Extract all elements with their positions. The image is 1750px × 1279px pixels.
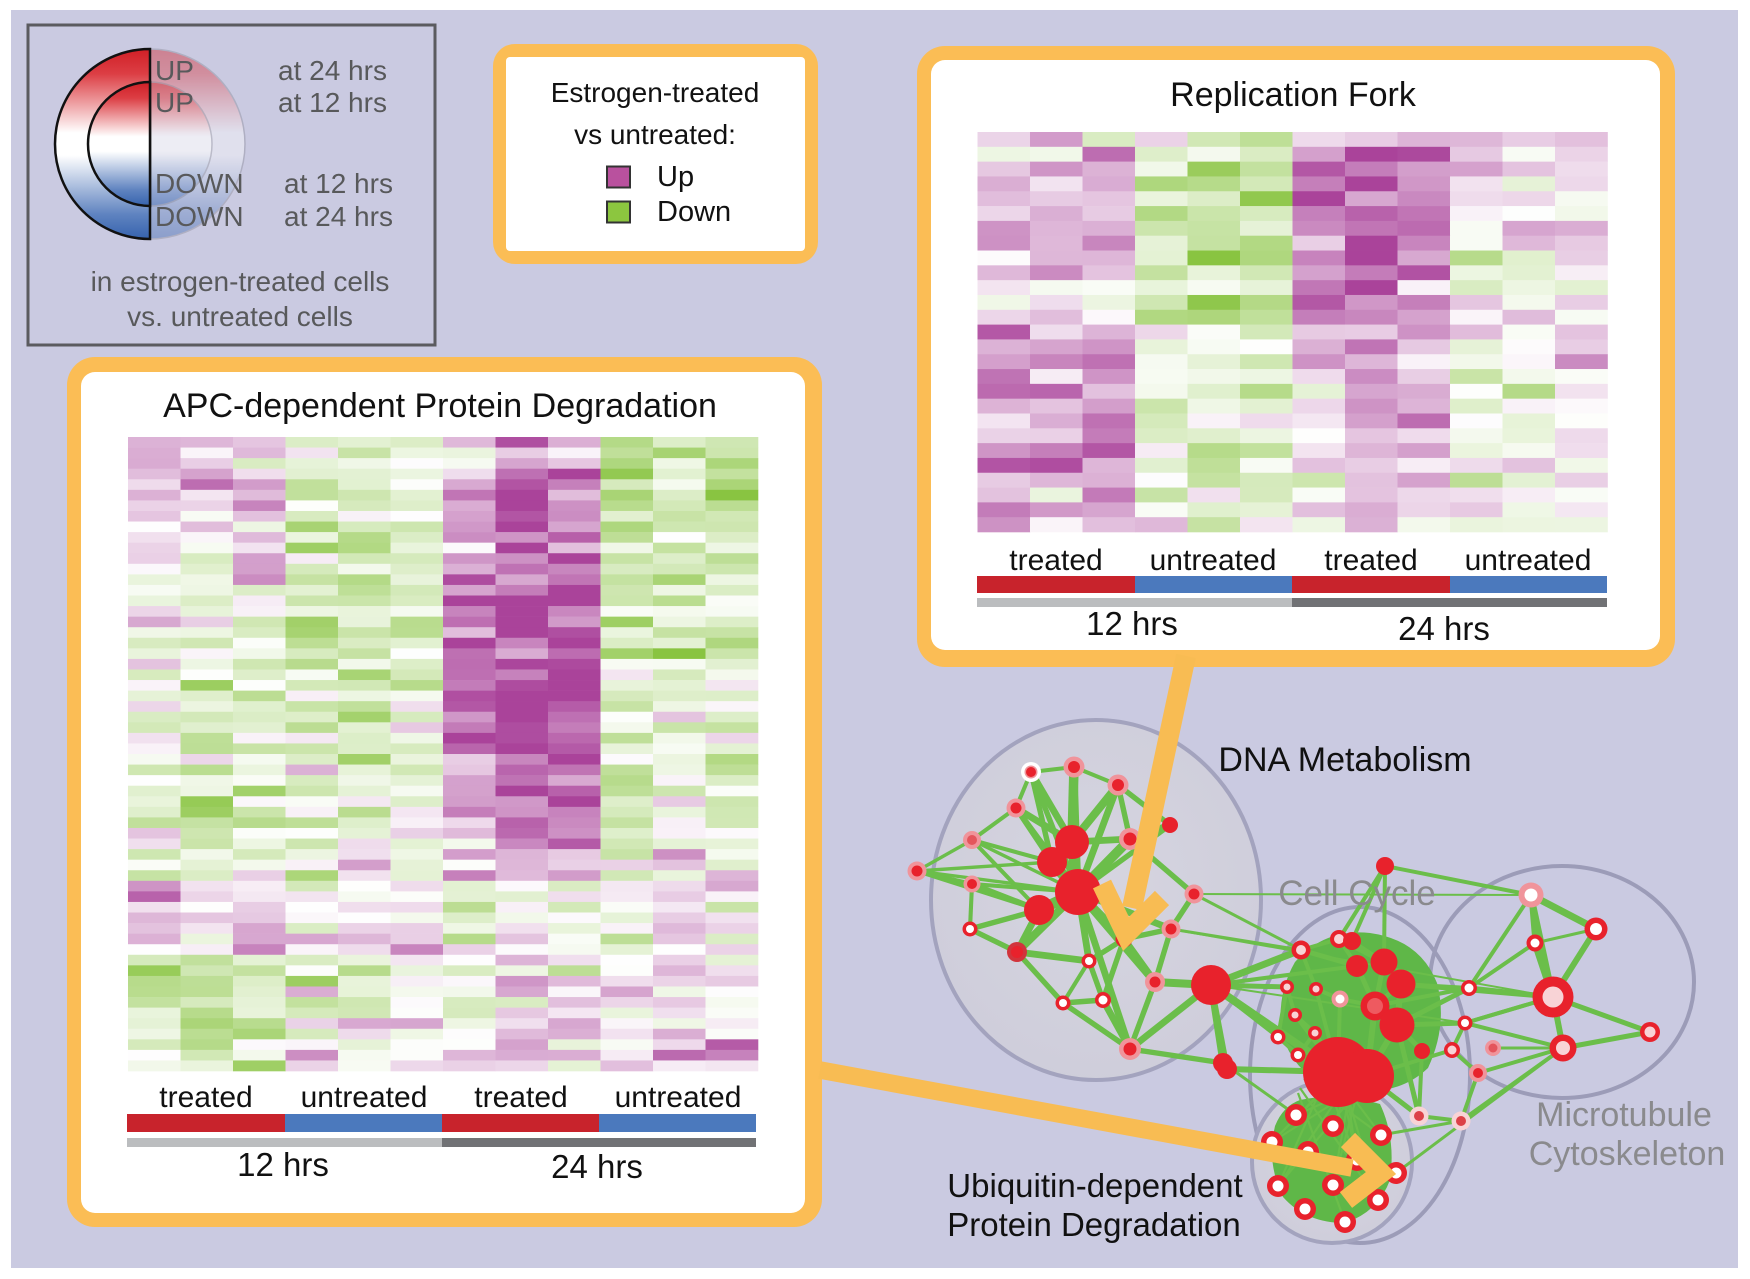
svg-text:at 12 hrs: at 12 hrs [284,168,393,199]
svg-text:untreated: untreated [1465,544,1592,577]
svg-text:untreated: untreated [301,1081,428,1114]
svg-text:DOWN: DOWN [155,168,244,199]
svg-text:DNA Metabolism: DNA Metabolism [1218,741,1471,779]
svg-text:in estrogen-treated cells: in estrogen-treated cells [91,266,390,297]
svg-text:treated: treated [474,1081,567,1114]
svg-text:Ubiquitin-dependent: Ubiquitin-dependent [947,1167,1242,1204]
svg-text:untreated: untreated [615,1081,742,1114]
svg-text:24 hrs: 24 hrs [1398,610,1490,647]
svg-text:Estrogen-treated: Estrogen-treated [551,77,760,108]
svg-text:treated: treated [159,1081,252,1114]
svg-text:APC-dependent Protein Degradat: APC-dependent Protein Degradation [163,387,717,425]
svg-text:at 24 hrs: at 24 hrs [284,201,393,232]
svg-text:Down: Down [657,196,731,228]
svg-text:Microtubule: Microtubule [1536,1096,1712,1134]
svg-text:Cytoskeleton: Cytoskeleton [1529,1135,1726,1173]
svg-text:Replication Fork: Replication Fork [1170,76,1417,114]
svg-text:vs untreated:: vs untreated: [574,119,736,150]
svg-text:treated: treated [1009,544,1102,577]
svg-text:at 24 hrs: at 24 hrs [278,55,387,86]
svg-text:12 hrs: 12 hrs [1086,605,1178,642]
svg-text:at 12 hrs: at 12 hrs [278,87,387,118]
svg-text:UP: UP [155,87,194,118]
svg-text:24 hrs: 24 hrs [551,1148,643,1185]
svg-text:12 hrs: 12 hrs [237,1146,329,1183]
svg-text:untreated: untreated [1150,544,1277,577]
svg-text:DOWN: DOWN [155,201,244,232]
svg-text:UP: UP [155,55,194,86]
svg-text:vs. untreated cells: vs. untreated cells [127,301,353,332]
svg-text:Cell Cycle: Cell Cycle [1278,874,1436,913]
svg-text:Up: Up [657,161,694,193]
svg-text:treated: treated [1324,544,1417,577]
svg-text:Protein Degradation: Protein Degradation [947,1206,1241,1243]
